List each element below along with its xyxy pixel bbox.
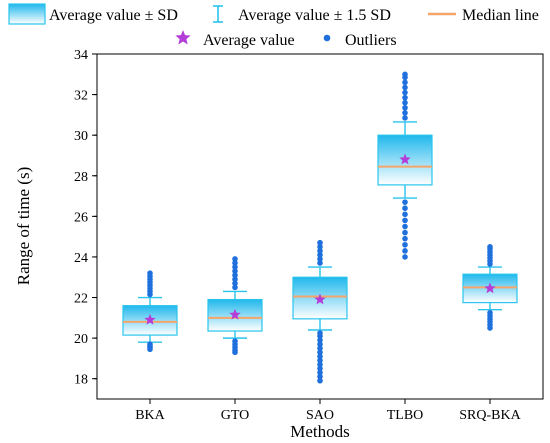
outlier-point <box>317 357 323 364</box>
outlier-point <box>232 280 238 287</box>
legend-swatch-whisker <box>213 5 223 23</box>
box <box>122 305 178 336</box>
y-axis-title: Range of time (s) <box>14 167 33 286</box>
y-axis: 18 20 22 24 26 28 30 32 34 <box>74 48 97 388</box>
x-axis: BKA GTO SAO TLBO SRQ-BKA <box>135 399 522 423</box>
outlier-point <box>232 276 238 283</box>
x-tick-label: SRQ-BKA <box>459 408 521 423</box>
outlier-point <box>317 243 323 250</box>
outlier-point <box>317 377 323 384</box>
outlier-point <box>232 256 238 262</box>
legend-label-mean: Average value <box>203 32 295 49</box>
legend-label-median: Median line <box>462 7 539 24</box>
y-tick-label: 18 <box>74 373 88 388</box>
outlier-point <box>232 338 238 344</box>
outlier-point <box>402 205 408 212</box>
outlier-point <box>317 369 323 376</box>
outlier-point <box>487 309 493 316</box>
outlier-point <box>402 235 408 242</box>
outlier-point <box>402 217 408 224</box>
box-group <box>462 243 518 331</box>
outlier-point <box>232 268 238 274</box>
x-axis-title: Methods <box>290 422 350 441</box>
outlier-point <box>402 248 408 254</box>
y-tick-label: 34 <box>74 48 88 63</box>
y-tick-label: 20 <box>74 332 88 347</box>
outlier-point <box>317 353 323 360</box>
outlier-point <box>317 373 323 380</box>
y-tick-label: 32 <box>74 89 88 104</box>
outlier-point <box>402 115 408 121</box>
outlier-point <box>402 89 408 96</box>
outlier-point <box>402 241 408 248</box>
outlier-point <box>147 270 153 276</box>
outlier-point <box>317 345 323 352</box>
outlier-point <box>232 272 238 279</box>
outlier-point <box>487 243 493 250</box>
outlier-point <box>402 71 408 78</box>
legend-label-box: Average value ± SD <box>49 7 178 24</box>
outlier-point <box>232 260 238 266</box>
legend-swatch-outlier <box>323 34 331 42</box>
x-tick-label: SAO <box>306 408 334 423</box>
outlier-point <box>232 284 238 291</box>
mean-marker <box>399 153 411 165</box>
outlier-point <box>232 264 238 270</box>
mean-marker <box>484 282 496 294</box>
outlier-point <box>402 211 408 218</box>
outlier-point <box>402 199 408 205</box>
outlier-point <box>317 330 323 336</box>
outlier-point <box>402 104 408 111</box>
mean-marker <box>144 313 156 325</box>
mean-marker <box>314 293 326 305</box>
outlier-point <box>317 260 323 266</box>
legend-label-whisker: Average value ± 1.5 SD <box>238 7 391 24</box>
box-group <box>377 71 433 260</box>
mean-marker <box>229 308 241 320</box>
outlier-point <box>147 341 153 348</box>
outlier-point <box>402 223 408 230</box>
outlier-point <box>402 94 408 101</box>
y-tick-label: 28 <box>74 170 88 185</box>
box-group <box>292 239 348 384</box>
outlier-point <box>402 110 408 116</box>
outlier-point <box>317 337 323 343</box>
box-group <box>207 256 263 356</box>
y-tick-label: 22 <box>74 292 88 307</box>
outlier-point <box>402 229 408 236</box>
outlier-point <box>317 239 323 246</box>
legend-swatch-box <box>8 3 46 25</box>
outlier-point <box>402 254 408 260</box>
y-tick-label: 30 <box>74 129 88 144</box>
y-tick-label: 24 <box>74 251 88 266</box>
outlier-point <box>317 256 323 262</box>
y-tick-label: 26 <box>74 210 88 225</box>
x-tick-label: BKA <box>135 408 165 423</box>
outlier-point <box>317 252 323 258</box>
outlier-point <box>317 349 323 356</box>
outlier-point <box>402 79 408 86</box>
x-tick-label: GTO <box>221 408 250 423</box>
box-series <box>122 71 518 384</box>
legend-label-outlier: Outliers <box>345 32 397 49</box>
x-tick-label: TLBO <box>387 408 424 423</box>
outlier-point <box>317 365 323 372</box>
legend-swatch-mean <box>175 30 191 45</box>
box-group <box>122 270 178 353</box>
legend: Average value ± SD Average value ± 1.5 S… <box>8 3 539 49</box>
outlier-point <box>317 248 323 254</box>
outlier-point <box>317 361 323 368</box>
outlier-point <box>317 341 323 348</box>
outlier-point <box>402 84 408 91</box>
outlier-point <box>402 99 408 106</box>
